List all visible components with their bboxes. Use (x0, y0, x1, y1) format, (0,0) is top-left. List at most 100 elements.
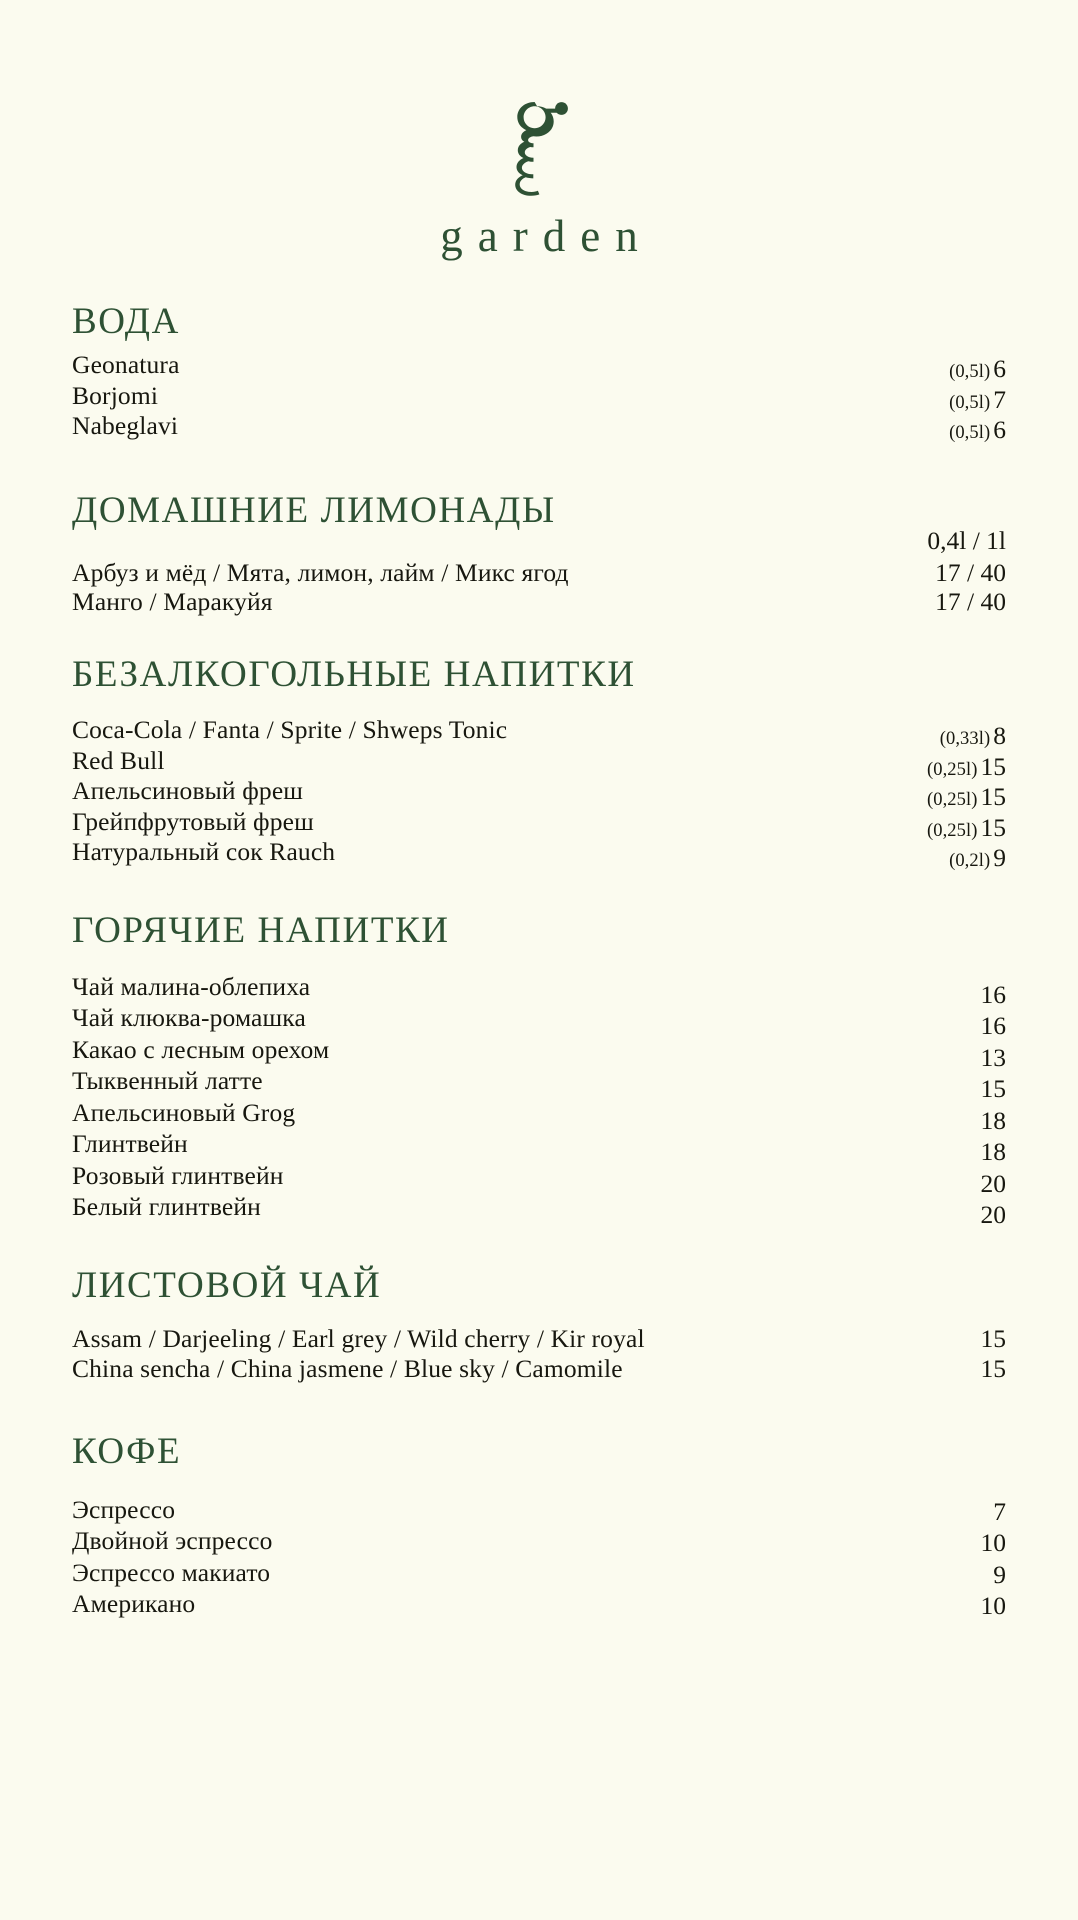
garden-g-monogram-icon (504, 96, 574, 208)
menu-item-amount: 6 (993, 415, 1006, 444)
menu-section-water: ВОДА Geonatura (0,5l) 6 Borjomi (0,5l) 7 N… (72, 303, 1006, 442)
menu-item[interactable]: Белый глинтвейн 20 (72, 1191, 1006, 1227)
menu-item[interactable]: Грейпфрутовый фреш (0,25l) 15 (72, 806, 1006, 841)
menu-item-name: Белый глинтвейн (72, 1192, 261, 1221)
menu-item[interactable]: Розовый глинтвейн 20 (72, 1160, 1006, 1195)
section-title-coffee: КОФЕ (72, 1430, 182, 1472)
menu-item-amount: 7 (993, 384, 1006, 414)
menu-item[interactable]: Американо 10 (72, 1588, 1006, 1620)
menu-item[interactable]: Глинтвейн 18 (72, 1128, 1006, 1164)
menu-item-price: (0,33l) 8 (916, 723, 1006, 749)
menu-section-lemonade: ДОМАШНИЕ ЛИМОНАДЫ 0,4l / 1l Арбуз и мёд … (72, 492, 1006, 617)
menu-item[interactable]: Coca-Cola / Fanta / Sprite / Shweps Toni… (72, 715, 1006, 749)
rows-hot-drinks: Чай малина-облепиха 16 Чай клюква-ромашк… (72, 971, 1006, 1227)
menu-item[interactable]: China sencha / China jasmene / Blue sky … (72, 1354, 1006, 1385)
menu-item-price: (0,2l) 9 (925, 845, 1006, 871)
menu-item-amount: 9 (993, 843, 1006, 872)
menu-item[interactable]: Nabeglavi (0,5l) 6 (72, 411, 1006, 442)
menu-item-volume: (0,5l) (949, 362, 991, 382)
menu-item[interactable]: Red Bull (0,25l) 15 (72, 745, 1007, 781)
menu-item-price: (0,25l) 15 (903, 751, 1007, 781)
menu-item-name: Red Bull (72, 745, 165, 775)
menu-item-amount: 15 (980, 751, 1007, 781)
menu-item-name: China sencha / China jasmene / Blue sky … (72, 1354, 623, 1383)
menu-item[interactable]: Эспрессо 7 (72, 1494, 1006, 1526)
menu-item-price: 10 (980, 1591, 1007, 1620)
menu-item-price: 16 (980, 979, 1007, 1009)
menu-item-volume: (0,33l) (939, 729, 991, 749)
menu-item[interactable]: Апельсиновый фреш (0,25l) 15 (72, 776, 1006, 810)
menu-item-price: 7 (993, 1496, 1006, 1526)
menu-item-name: Грейпфрутовый фреш (72, 806, 314, 836)
menu-item-volume: (0,25l) (926, 820, 978, 841)
size-header-row: 0,4l / 1l (72, 525, 1006, 560)
menu-section-hot-drinks: ГОРЯЧИЕ НАПИТКИ Чай малина-облепиха 16 Ч… (72, 912, 1006, 1228)
menu-item-name: Двойной эспрессо (72, 1526, 273, 1555)
menu-section-coffee: КОФЕ Эспрессо 7 Двойной эспрессо 10 Эспр… (72, 1433, 1006, 1620)
menu-item[interactable]: Натуральный сок Rauch (0,2l) 9 (72, 837, 1006, 871)
menu-sections: ВОДА Geonatura (0,5l) 6 Borjomi (0,5l) 7 N… (72, 303, 1006, 1620)
menu-item[interactable]: Какао с лесным орехом 13 (72, 1034, 1006, 1069)
menu-item[interactable]: Assam / Darjeeling / Earl grey / Wild ch… (72, 1324, 1006, 1355)
menu-item-amount: 15 (980, 812, 1007, 842)
menu-item-name: Тыквенный латте (72, 1066, 263, 1095)
menu-item[interactable]: Geonatura (0,5l) 6 (72, 350, 1006, 381)
menu-item-name: Натуральный сок Rauch (72, 837, 336, 866)
menu-item-name: Coca-Cola / Fanta / Sprite / Shweps Toni… (72, 715, 508, 744)
menu-section-soft-drinks: БЕЗАЛКОГОЛЬНЫЕ НАПИТКИ Coca-Cola / Fanta… (72, 654, 1007, 871)
menu-item-name: Geonatura (72, 350, 180, 379)
brand-header: garden (72, 0, 1006, 259)
menu-item[interactable]: Эспрессо макиато 9 (72, 1557, 1006, 1589)
menu-item[interactable]: Апельсиновый Grog 18 (72, 1097, 1006, 1132)
menu-item-amount: 8 (993, 721, 1006, 750)
menu-item[interactable]: Borjomi (0,5l) 7 (72, 380, 1006, 414)
menu-item-name: Чай клюква-ромашка (72, 1003, 306, 1032)
menu-item-price: 15 (980, 1323, 1007, 1353)
menu-item-name: Какао с лесным орехом (72, 1034, 330, 1064)
menu-item-name: Чай малина-облепиха (72, 971, 311, 1001)
menu-item[interactable]: Арбуз и мёд / Мята, лимон, лайм / Микс я… (72, 559, 1006, 588)
section-title-water: ВОДА (72, 301, 180, 342)
menu-item-price: (0,5l) 6 (925, 356, 1006, 382)
rows-coffee: Эспрессо 7 Двойной эспрессо 10 Эспрессо … (72, 1494, 1006, 1620)
menu-item-name: Nabeglavi (72, 411, 179, 440)
menu-item-price: 18 (980, 1105, 1007, 1135)
rows-soft-drinks: Coca-Cola / Fanta / Sprite / Shweps Toni… (72, 715, 1007, 871)
menu-item[interactable]: Чай клюква-ромашка 16 (72, 1002, 1006, 1038)
menu-item-volume: (0,5l) (949, 392, 991, 413)
menu-item-name: Апельсиновый фреш (72, 776, 304, 805)
menu-item-name: Апельсиновый Grog (72, 1097, 296, 1127)
menu-item-name: Манго / Маракуйя (72, 586, 273, 616)
menu-item-name: Эспрессо (72, 1494, 176, 1524)
size-header-label: 0,4l / 1l (927, 525, 1006, 555)
menu-item-price: (0,5l) 6 (925, 417, 1006, 443)
menu-item-name: Borjomi (72, 380, 159, 410)
section-title-soft-drinks: БЕЗАЛКОГОЛЬНЫЕ НАПИТКИ (72, 654, 636, 695)
menu-item-amount: 15 (980, 782, 1007, 811)
menu-item-volume: (0,25l) (926, 790, 978, 810)
section-title-lemonade: ДОМАШНИЕ ЛИМОНАДЫ (72, 489, 556, 531)
menu-item-name: Assam / Darjeeling / Earl grey / Wild ch… (72, 1323, 645, 1353)
menu-item[interactable]: Манго / Маракуйя 17 / 40 (72, 588, 1006, 617)
menu-item-price: 17 / 40 (935, 586, 1006, 616)
menu-item[interactable]: Тыквенный латте 15 (72, 1065, 1006, 1101)
menu-item-price: (0,5l) 7 (925, 384, 1006, 414)
menu-item[interactable]: Чай малина-облепиха 16 (72, 971, 1006, 1006)
menu-item-price: 15 (980, 1354, 1007, 1383)
menu-item-volume: (0,2l) (949, 851, 991, 871)
menu-item-price: 18 (980, 1137, 1007, 1166)
menu-item-name: Розовый глинтвейн (72, 1160, 284, 1190)
menu-section-leaf-tea: ЛИСТОВОЙ ЧАЙ Assam / Darjeeling / Earl g… (72, 1267, 1006, 1385)
menu-item-price: 15 (980, 1074, 1007, 1103)
menu-item-price: 10 (980, 1528, 1007, 1557)
menu-item[interactable]: Двойной эспрессо 10 (72, 1525, 1006, 1557)
rows-water: Geonatura (0,5l) 6 Borjomi (0,5l) 7 Nabegl… (72, 350, 1006, 442)
menu-item-volume: (0,25l) (926, 759, 978, 780)
brand-wordmark: garden (440, 211, 653, 261)
menu-item-name: Американо (72, 1589, 196, 1618)
menu-item-price: 16 (980, 1011, 1007, 1040)
menu-item-price: 20 (980, 1200, 1007, 1229)
rows-lemonade: 0,4l / 1l Арбуз и мёд / Мята, лимон, лай… (72, 525, 1006, 617)
menu-item-name: Эспрессо макиато (72, 1557, 271, 1587)
